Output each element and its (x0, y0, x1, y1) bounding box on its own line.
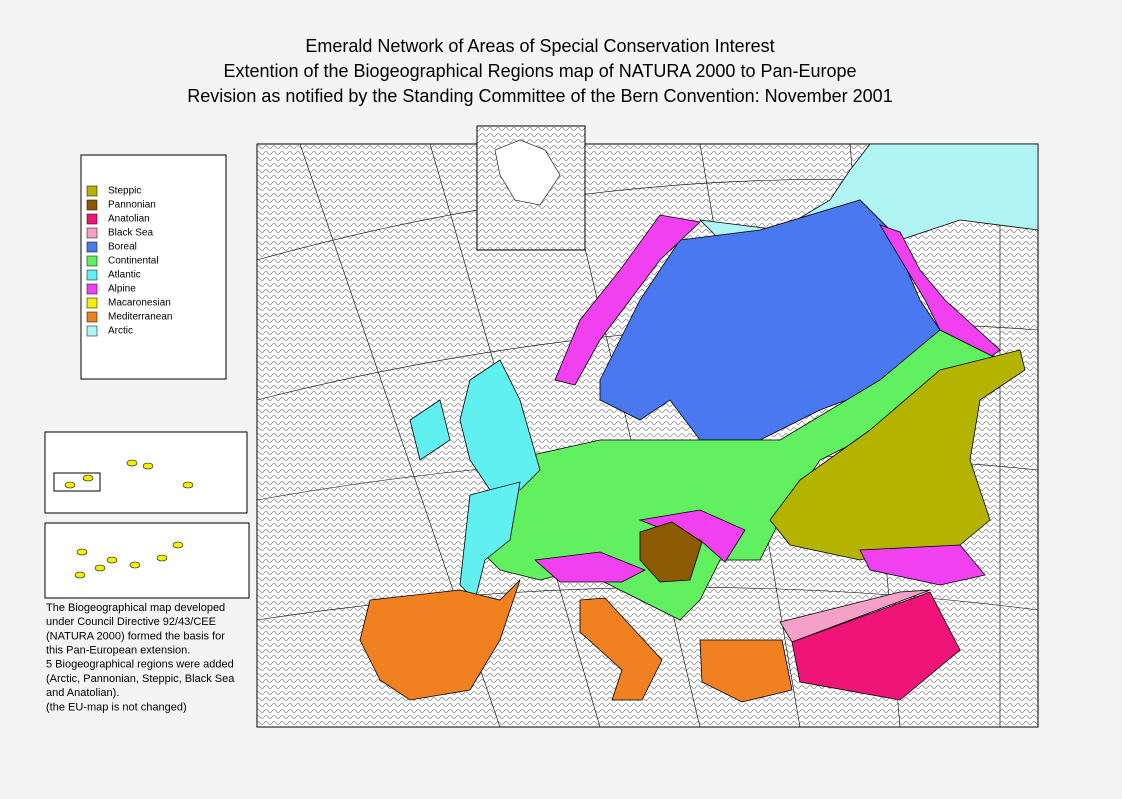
island (172, 541, 184, 549)
atlantic-region (459, 359, 541, 491)
island (142, 462, 154, 470)
island (156, 554, 168, 562)
legend-label: Alpine (108, 284, 136, 295)
island (129, 561, 141, 569)
legend-swatch (86, 311, 98, 323)
island (74, 571, 86, 579)
legend-label: Pannonian (108, 200, 156, 211)
note-line: (the EU-map is not changed) (46, 701, 187, 713)
legend-label: Anatolian (108, 214, 150, 225)
svalbard-inset (476, 125, 586, 251)
legend-swatch (86, 213, 98, 225)
island (76, 548, 88, 556)
legend-swatch (86, 241, 98, 253)
note-line: (Arctic, Pannonian, Steppic, Black Sea (46, 673, 235, 685)
legend-swatch (86, 297, 98, 309)
legend-label: Black Sea (108, 228, 153, 239)
title-block: Emerald Network of Areas of Special Cons… (187, 36, 892, 106)
continental-region (479, 329, 1001, 621)
alpine-region (879, 224, 1001, 366)
note-line: under Council Directive 92/43/CEE (46, 616, 216, 628)
island (106, 556, 118, 564)
island (126, 459, 138, 467)
island (82, 474, 94, 482)
main-map (256, 143, 1039, 728)
anatolian-region (791, 591, 961, 701)
legend-label: Macaronesian (108, 298, 171, 309)
atlantic-region (459, 481, 521, 601)
mediterranean-region (699, 639, 793, 703)
black-sea-region (779, 589, 931, 643)
legend-swatch (86, 255, 98, 267)
alpine-region (859, 544, 986, 586)
mediterranean-region (359, 579, 521, 701)
note-line: 5 Biogeographical regions were added (46, 659, 234, 671)
alpine-region (554, 214, 701, 386)
note-line: and Anatolian). (46, 687, 119, 699)
legend-swatch (86, 283, 98, 295)
island (64, 481, 76, 489)
island (182, 481, 194, 489)
legend-label: Arctic (108, 326, 133, 337)
note: The Biogeographical map developed under C… (46, 602, 235, 713)
island (94, 564, 106, 572)
legend-label: Mediterranean (108, 312, 172, 323)
legend-swatch (86, 269, 98, 281)
legend-label: Continental (108, 256, 159, 267)
legend-swatch (86, 199, 98, 211)
legend-swatch (86, 185, 98, 197)
legend-swatch (86, 227, 98, 239)
title-line: Revision as notified by the Standing Com… (187, 86, 892, 106)
macaronesia-inset (44, 431, 250, 599)
legend-label: Atlantic (108, 270, 141, 281)
atlantic-region (409, 399, 451, 461)
title-line: Extention of the Biogeographical Regions… (223, 61, 856, 81)
legend: Steppic Pannonian Anatolian Black Sea Boreal… (80, 154, 227, 380)
legend-label: Steppic (108, 186, 141, 197)
mediterranean-region (579, 597, 663, 701)
legend-label: Boreal (108, 242, 137, 253)
note-line: (NATURA 2000) formed the basis for (46, 630, 225, 642)
note-line: this Pan-European extension. (46, 645, 190, 657)
note-line: The Biogeographical map developed (46, 602, 225, 614)
legend-swatch (86, 325, 98, 337)
alpine-region (534, 551, 646, 583)
title-line: Emerald Network of Areas of Special Cons… (305, 36, 774, 56)
steppic-region (769, 349, 1026, 561)
pannonian-region (639, 521, 703, 583)
